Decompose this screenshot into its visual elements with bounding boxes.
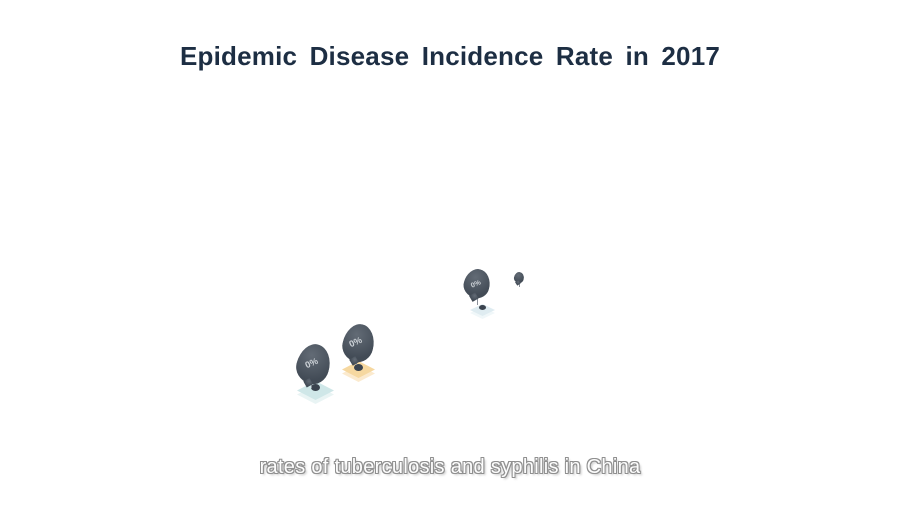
platform-3	[470, 304, 495, 319]
anchor-knob-icon	[479, 305, 486, 311]
subtitle-caption: rates of tuberculosis and syphilis in Ch…	[259, 456, 641, 478]
balloon-group-3: 0%	[460, 266, 504, 322]
balloon-string	[519, 283, 520, 287]
balloon-group-1: 0%	[292, 340, 342, 406]
balloon-string	[477, 298, 478, 305]
balloon-icon	[512, 271, 526, 286]
anchor-knob-icon	[311, 383, 320, 391]
chart-title: Epidemic Disease Incidence Rate in 2017	[179, 41, 721, 71]
platform-2	[342, 361, 375, 382]
anchor-knob-icon	[354, 363, 363, 371]
balloon-group-2: 0%	[338, 320, 388, 384]
balloon-group-4	[512, 271, 529, 291]
